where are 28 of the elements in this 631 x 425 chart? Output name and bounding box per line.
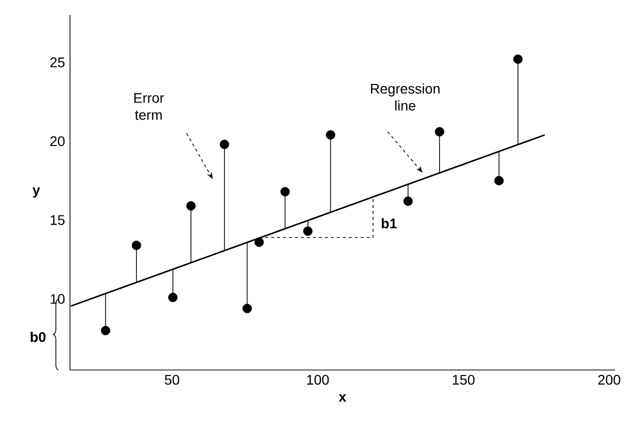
point [186, 201, 196, 211]
x-tick-label: 150 [452, 374, 475, 385]
point [303, 226, 313, 236]
point [220, 140, 230, 150]
annotation: Regression line [371, 83, 440, 111]
x-tick-label: 200 [598, 374, 620, 385]
y-axis-title: y [32, 187, 40, 198]
y-tick-label: 10 [50, 294, 65, 304]
point [168, 292, 178, 302]
x-tick-label: 50 [164, 374, 180, 385]
point [254, 238, 264, 247]
annotation: b1 [382, 218, 397, 228]
y-tick-label: 15 [50, 215, 65, 225]
point [326, 130, 336, 140]
y-tick-label: 25 [50, 57, 65, 68]
point [280, 187, 290, 196]
point [434, 127, 444, 136]
point [242, 304, 252, 314]
point [132, 240, 142, 250]
x-tick-label: 100 [307, 374, 329, 385]
text: b0 [30, 332, 46, 342]
annotation: Error term [134, 93, 164, 120]
point [403, 196, 413, 206]
point [100, 326, 110, 336]
point [494, 176, 504, 186]
y-tick-label: 20 [50, 136, 65, 146]
point [513, 54, 523, 64]
x-axis-title: x [338, 394, 346, 402]
